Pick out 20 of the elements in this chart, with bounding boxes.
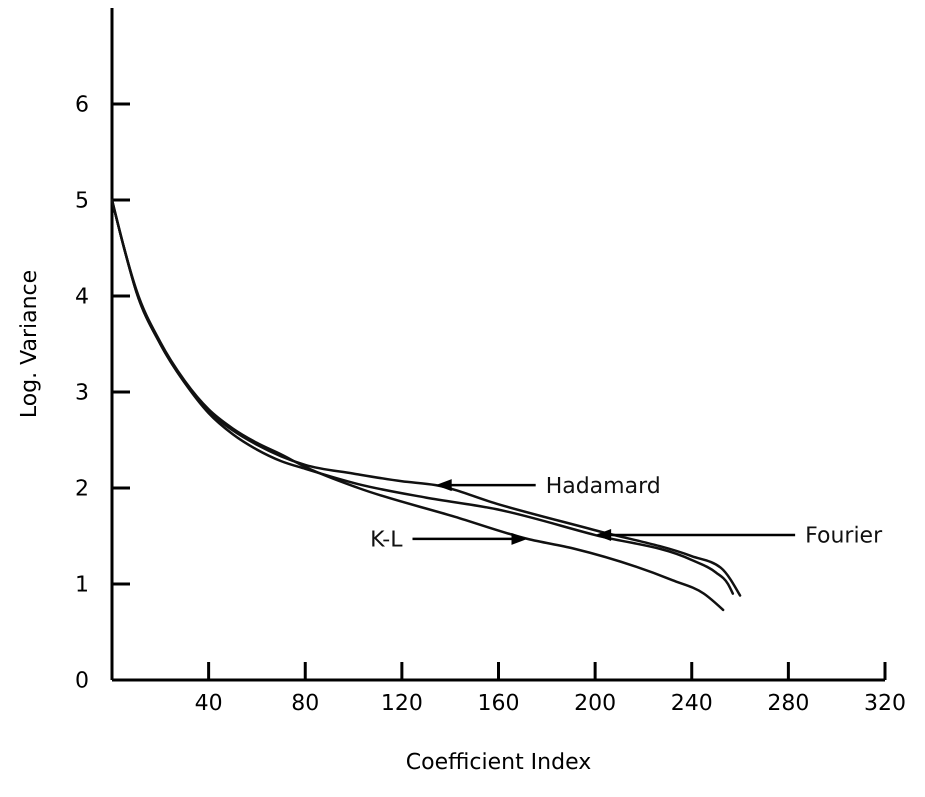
x-tick-label: 120 (380, 691, 423, 716)
y-tick-label: 3 (75, 380, 89, 406)
x-tick-label: 40 (194, 691, 223, 716)
x-tick-label: 160 (478, 691, 520, 716)
y-tick-label: 2 (75, 476, 89, 502)
x-tick-label: 280 (767, 691, 810, 716)
x-tick-label: 200 (574, 691, 616, 716)
y-axis-title: Log. Variance (17, 270, 42, 418)
y-tick-label: 0 (75, 668, 89, 694)
y-tick-label: 6 (75, 92, 89, 118)
y-tick-label: 4 (75, 284, 89, 310)
series-label: Hadamard (546, 474, 661, 499)
text: Fourier (805, 524, 884, 549)
y-tick-label: 5 (75, 188, 89, 214)
x-tick-label: 320 (864, 691, 906, 716)
x-tick-label: 80 (291, 691, 320, 716)
x-axis-title: Coefficient Index (406, 750, 592, 775)
y-tick-label: 1 (75, 572, 89, 598)
series-label: K-L (370, 528, 404, 553)
x-tick-label: 240 (670, 691, 713, 716)
